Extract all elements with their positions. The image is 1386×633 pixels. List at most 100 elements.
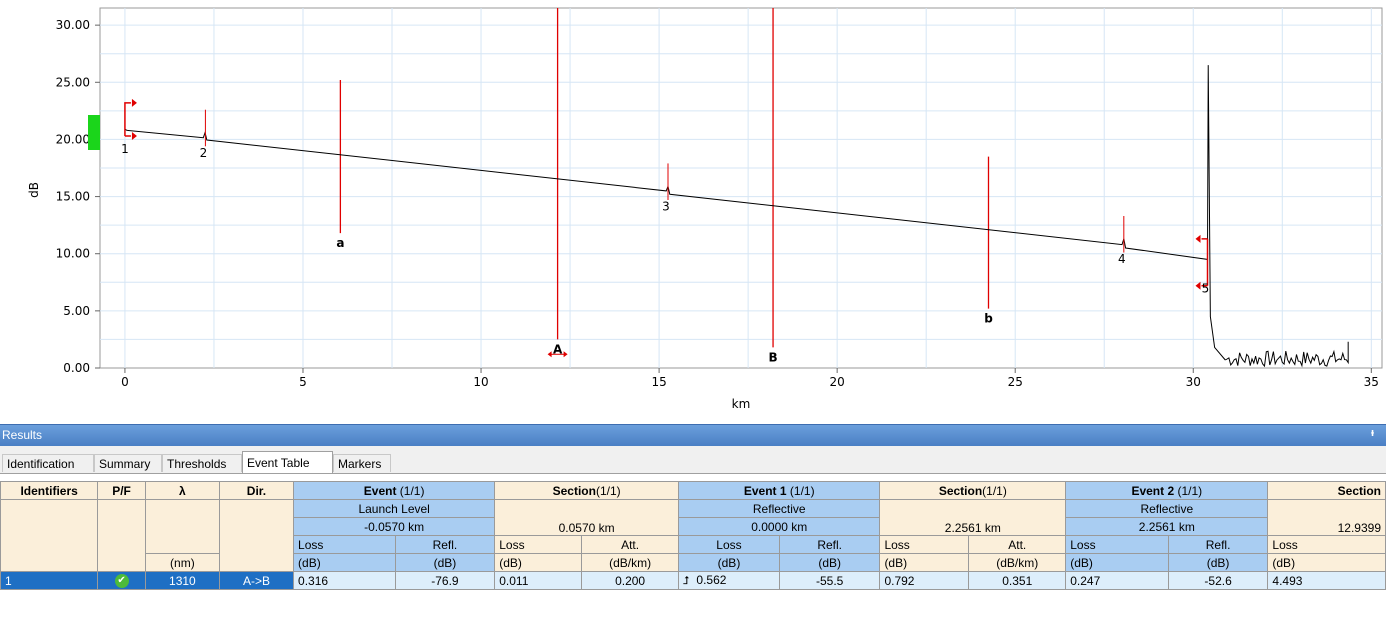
x-tick-label: 30 bbox=[1186, 375, 1201, 389]
grid-lines bbox=[100, 8, 1382, 368]
event-label: 2 bbox=[200, 146, 208, 160]
header-row: Identifiers P/F λ Dir. Event (1/1) Secti… bbox=[0, 481, 1386, 500]
y-tick-label: 15.00 bbox=[56, 190, 90, 204]
row-event-1-refl[interactable]: -55.5 bbox=[778, 571, 881, 590]
reflective-icon: ⮥ bbox=[683, 575, 690, 587]
events-layer[interactable]: 1 2 3 4 5 bbox=[121, 98, 1210, 296]
row-direction[interactable]: A->B bbox=[218, 571, 295, 590]
y-axis-label: dB bbox=[27, 182, 41, 198]
col-pf[interactable]: P/F bbox=[97, 481, 146, 500]
y-tick-label: 25.00 bbox=[56, 75, 90, 89]
row-event-loss[interactable]: 0.316 bbox=[293, 571, 396, 590]
row-event-1-loss[interactable]: ⮥ 0.562 bbox=[678, 571, 780, 590]
event-arrow-icon[interactable] bbox=[1195, 281, 1201, 290]
event-position: -0.0570 km bbox=[293, 517, 496, 536]
col-section-1[interactable]: Section(1/1) bbox=[494, 481, 680, 500]
event-arrow-icon[interactable] bbox=[131, 98, 137, 107]
tab-summary[interactable]: Summary bbox=[94, 454, 162, 472]
pin-icon[interactable]: ᵻ bbox=[1370, 427, 1374, 439]
marker-label: a bbox=[336, 236, 344, 250]
x-tick-label: 35 bbox=[1364, 375, 1379, 389]
x-tick-label: 25 bbox=[1008, 375, 1023, 389]
results-tabs: Identification Summary Thresholds Event … bbox=[0, 446, 1386, 474]
lambda-unit: (nm) bbox=[144, 553, 220, 572]
event-bracket[interactable] bbox=[124, 102, 131, 136]
event-1-refl-unit: (dB) bbox=[778, 553, 881, 572]
row-event-2-refl[interactable]: -52.6 bbox=[1167, 571, 1269, 590]
position-row: -0.0570 km 0.0000 km 2.2561 km bbox=[1, 517, 1386, 536]
event-arrow-icon[interactable] bbox=[131, 132, 137, 140]
y-tick-label: 30.00 bbox=[56, 18, 90, 32]
y-axis: 0.00 5.00 10.00 15.00 20.00 25.00 30.00 bbox=[56, 18, 100, 375]
section-1-length: 0.0570 km bbox=[494, 499, 680, 536]
x-axis: 0 5 10 15 20 25 30 35 bbox=[121, 368, 1379, 389]
plot-area bbox=[99, 7, 1383, 369]
section-1-att-unit: (dB/km) bbox=[581, 553, 680, 572]
dir-cell bbox=[218, 499, 295, 572]
pass-check-icon: ✔ bbox=[114, 573, 129, 588]
markers-layer[interactable]: a A Bb bbox=[336, 8, 993, 364]
y-tick-label: 5.00 bbox=[63, 304, 90, 318]
tab-markers[interactable]: Markers bbox=[333, 454, 391, 472]
col-event-1-title: Event 1 bbox=[743, 483, 787, 498]
col-lambda[interactable]: λ bbox=[144, 481, 220, 500]
col-event-2-count: (1/1) bbox=[1177, 483, 1203, 498]
lambda-cell bbox=[144, 499, 220, 554]
tab-identification[interactable]: Identification bbox=[2, 454, 94, 472]
event-1-type: Reflective bbox=[678, 499, 881, 518]
trace-noise bbox=[1225, 341, 1349, 368]
event-table: Identifiers P/F λ Dir. Event (1/1) Secti… bbox=[0, 481, 1386, 590]
event-1-loss-unit: (dB) bbox=[678, 553, 780, 572]
results-panel-header: Results ᵻ bbox=[0, 424, 1386, 446]
event-2-type: Reflective bbox=[1065, 499, 1269, 518]
event-2-refl-label: Refl. bbox=[1167, 535, 1269, 554]
tab-event-table[interactable]: Event Table bbox=[242, 451, 333, 473]
row-section-3-loss[interactable]: 4.493 bbox=[1267, 571, 1386, 590]
col-event-1[interactable]: Event 1 (1/1) bbox=[678, 481, 881, 500]
x-tick-label: 0 bbox=[121, 375, 129, 389]
event-label: 5 bbox=[1202, 282, 1210, 296]
col-section-2[interactable]: Section(1/1) bbox=[879, 481, 1067, 500]
identifiers-cell bbox=[0, 499, 99, 572]
col-direction[interactable]: Dir. bbox=[218, 481, 295, 500]
row-event-1-loss-value: 0.562 bbox=[696, 573, 727, 587]
row-section-2-loss[interactable]: 0.792 bbox=[879, 571, 970, 590]
row-section-2-att[interactable]: 0.351 bbox=[968, 571, 1067, 590]
event-type: Launch Level bbox=[293, 499, 496, 518]
row-section-1-att[interactable]: 0.200 bbox=[581, 571, 680, 590]
row-identifier[interactable]: 1 bbox=[0, 571, 99, 590]
x-tick-label: 5 bbox=[299, 375, 307, 389]
x-tick-label: 10 bbox=[473, 375, 488, 389]
event-label: 4 bbox=[1118, 252, 1126, 266]
event-1-refl-label: Refl. bbox=[778, 535, 881, 554]
section-3-loss-label: Loss bbox=[1267, 535, 1386, 554]
tab-thresholds[interactable]: Thresholds bbox=[162, 454, 242, 472]
col-identifiers[interactable]: Identifiers bbox=[0, 481, 99, 500]
unit-row: (nm) (dB) (dB) (dB) (dB/km) (dB) (dB) (d… bbox=[1, 553, 1386, 572]
row-pf[interactable]: ✔ bbox=[97, 571, 146, 590]
event-1-loss-label: Loss bbox=[678, 535, 780, 554]
table-row[interactable]: 1 ✔ 1310 A->B 0.316 -76.9 0.011 0.200 ⮥ … bbox=[0, 571, 1386, 590]
col-event[interactable]: Event (1/1) bbox=[293, 481, 496, 500]
event-2-loss-unit: (dB) bbox=[1065, 553, 1169, 572]
col-event-1-count: (1/1) bbox=[789, 483, 815, 498]
section-3-loss-unit: (dB) bbox=[1267, 553, 1386, 572]
col-section-1-title: Section bbox=[552, 483, 596, 498]
col-section-2-count: (1/1) bbox=[982, 483, 1007, 498]
event-arrow-icon[interactable] bbox=[1195, 234, 1201, 243]
launch-level-indicator[interactable] bbox=[88, 115, 100, 150]
col-section-1-count: (1/1) bbox=[595, 483, 621, 498]
row-section-1-loss[interactable]: 0.011 bbox=[494, 571, 583, 590]
section-2-att-unit: (dB/km) bbox=[968, 553, 1067, 572]
event-loss-label: Loss bbox=[293, 535, 396, 554]
row-event-refl[interactable]: -76.9 bbox=[394, 571, 496, 590]
event-label: 3 bbox=[662, 200, 670, 214]
row-lambda[interactable]: 1310 bbox=[144, 571, 220, 590]
section-2-att-label: Att. bbox=[968, 535, 1067, 554]
trace-line bbox=[124, 65, 1226, 361]
x-tick-label: 20 bbox=[830, 375, 845, 389]
col-event-2[interactable]: Event 2 (1/1) bbox=[1065, 481, 1269, 500]
col-section-3[interactable]: Section bbox=[1267, 481, 1386, 500]
row-event-2-loss[interactable]: 0.247 bbox=[1065, 571, 1169, 590]
